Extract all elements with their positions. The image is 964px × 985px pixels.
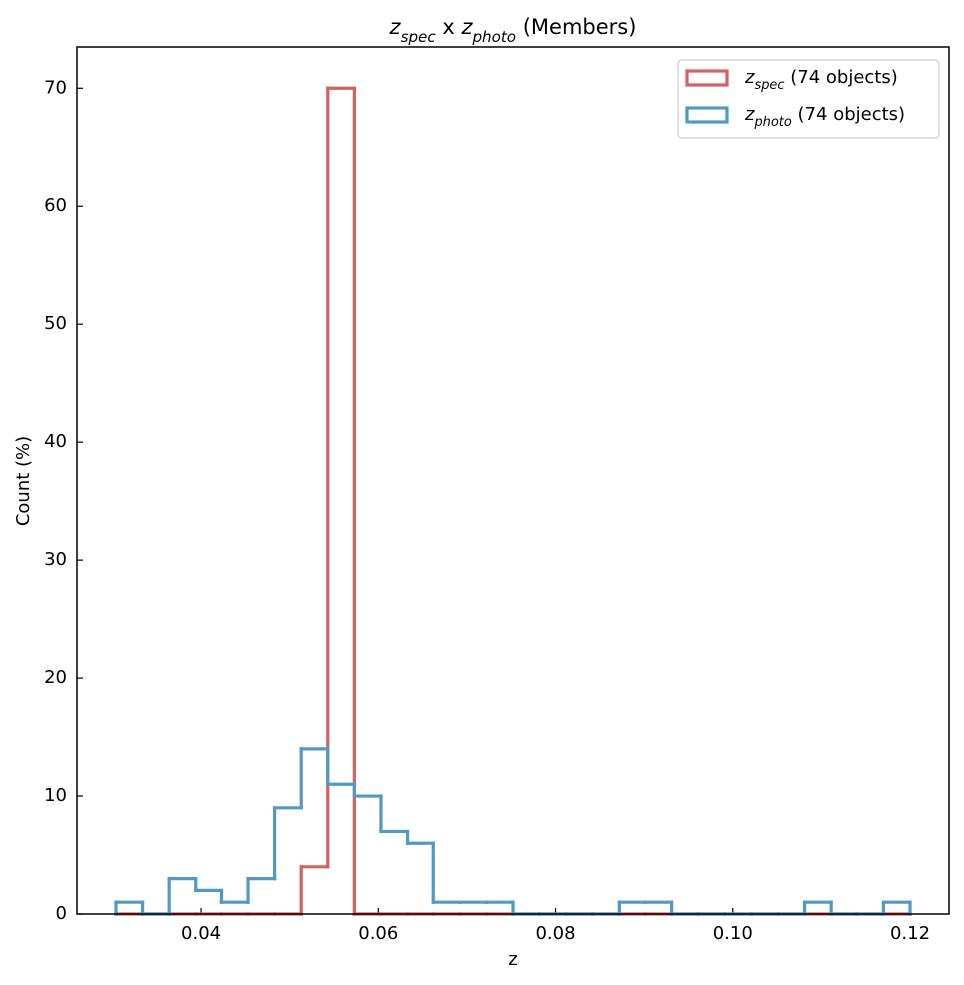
text-part: photo bbox=[471, 28, 516, 46]
y-tick-label: 60 bbox=[44, 195, 67, 216]
text-part: x bbox=[436, 15, 462, 39]
y-tick-label: 50 bbox=[44, 313, 67, 334]
y-tick-label: 70 bbox=[44, 77, 67, 98]
x-tick-label: 0.06 bbox=[358, 923, 398, 944]
y-tick-label: 40 bbox=[44, 431, 67, 452]
x-tick-label: 0.08 bbox=[535, 923, 575, 944]
text-part: z bbox=[744, 67, 755, 88]
x-tick-label: 0.10 bbox=[713, 923, 753, 944]
legend-label: zspec​ (74 objects) bbox=[744, 67, 898, 93]
x-tick-label: 0.04 bbox=[181, 923, 221, 944]
text-part: photo bbox=[753, 115, 791, 130]
x-tick-label: 0.12 bbox=[890, 923, 930, 944]
text-part: z bbox=[460, 15, 473, 39]
y-axis-label: Count (%) bbox=[13, 436, 34, 526]
text-part: (Members) bbox=[516, 15, 636, 39]
x-axis-label: z bbox=[508, 949, 517, 970]
y-tick-label: 10 bbox=[44, 785, 67, 806]
plot-frame bbox=[76, 46, 950, 915]
text-part: z bbox=[389, 15, 402, 39]
legend-swatch bbox=[685, 69, 729, 87]
chart-title: zspec​ x zphoto​ (Members) bbox=[389, 15, 637, 46]
y-tick-label: 0 bbox=[56, 903, 67, 924]
y-tick-label: 20 bbox=[44, 667, 67, 688]
text-part: spec bbox=[754, 78, 784, 93]
text-part: z bbox=[744, 104, 755, 125]
text-part: (74 objects) bbox=[792, 104, 905, 125]
legend-label: zphoto​ (74 objects) bbox=[744, 104, 905, 130]
text-part: (74 objects) bbox=[785, 67, 898, 88]
legend-swatch bbox=[685, 106, 729, 124]
histogram-step bbox=[114, 747, 912, 916]
legend: zspec​ (74 objects) zphoto​ (74 objects) bbox=[677, 59, 940, 139]
text-part: spec bbox=[401, 28, 437, 46]
legend-box bbox=[677, 59, 940, 139]
y-tick-label: 30 bbox=[44, 549, 67, 570]
